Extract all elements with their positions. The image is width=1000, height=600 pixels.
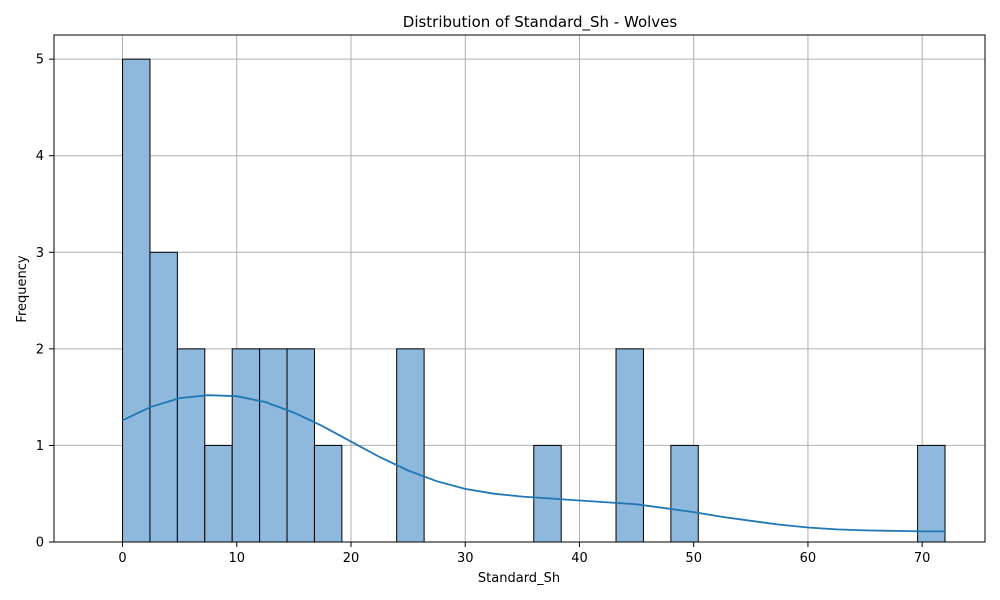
kde-curve — [122, 394, 945, 533]
histogram-bar — [149, 251, 178, 543]
histogram-bar — [396, 348, 425, 543]
histogram-bars — [122, 58, 946, 543]
histogram-bar — [259, 348, 288, 543]
y-axis-title: Frequency — [15, 255, 30, 322]
y-tick-label: 4 — [36, 149, 44, 164]
x-tick-label: 70 — [914, 551, 931, 566]
x-tick-label: 10 — [228, 551, 245, 566]
y-tick-label: 5 — [36, 53, 44, 68]
histogram-bar — [533, 444, 562, 543]
histogram-bar — [917, 444, 946, 543]
histogram-bar — [313, 444, 343, 543]
y-tick-label: 2 — [36, 342, 44, 357]
grid-lines — [54, 35, 985, 543]
histogram-bar — [286, 348, 315, 543]
x-tick-label: 20 — [343, 551, 360, 566]
y-tick-label: 1 — [36, 439, 44, 454]
histogram-bar — [615, 348, 644, 543]
kde-line — [122, 394, 945, 533]
histogram-bar — [176, 348, 206, 543]
x-axis-ticks: 0 10 20 30 40 50 60 70 — [118, 542, 930, 566]
x-tick-label: 60 — [800, 551, 817, 566]
x-tick-label: 50 — [685, 551, 702, 566]
chart-title: Distribution of Standard_Sh - Wolves — [403, 13, 678, 32]
x-tick-label: 0 — [118, 551, 126, 566]
plot-frame — [53, 34, 986, 543]
y-tick-label: 3 — [36, 246, 44, 261]
histogram-bar — [231, 348, 261, 543]
y-axis-ticks: 0 1 2 3 4 5 — [36, 53, 54, 551]
y-tick-label: 0 — [36, 536, 44, 551]
x-axis-title: Standard_Sh — [478, 571, 560, 586]
x-tick-label: 40 — [571, 551, 588, 566]
histogram-bar — [122, 58, 151, 543]
histogram-bar — [670, 444, 699, 543]
x-tick-label: 30 — [457, 551, 474, 566]
histogram-bar — [204, 444, 233, 543]
